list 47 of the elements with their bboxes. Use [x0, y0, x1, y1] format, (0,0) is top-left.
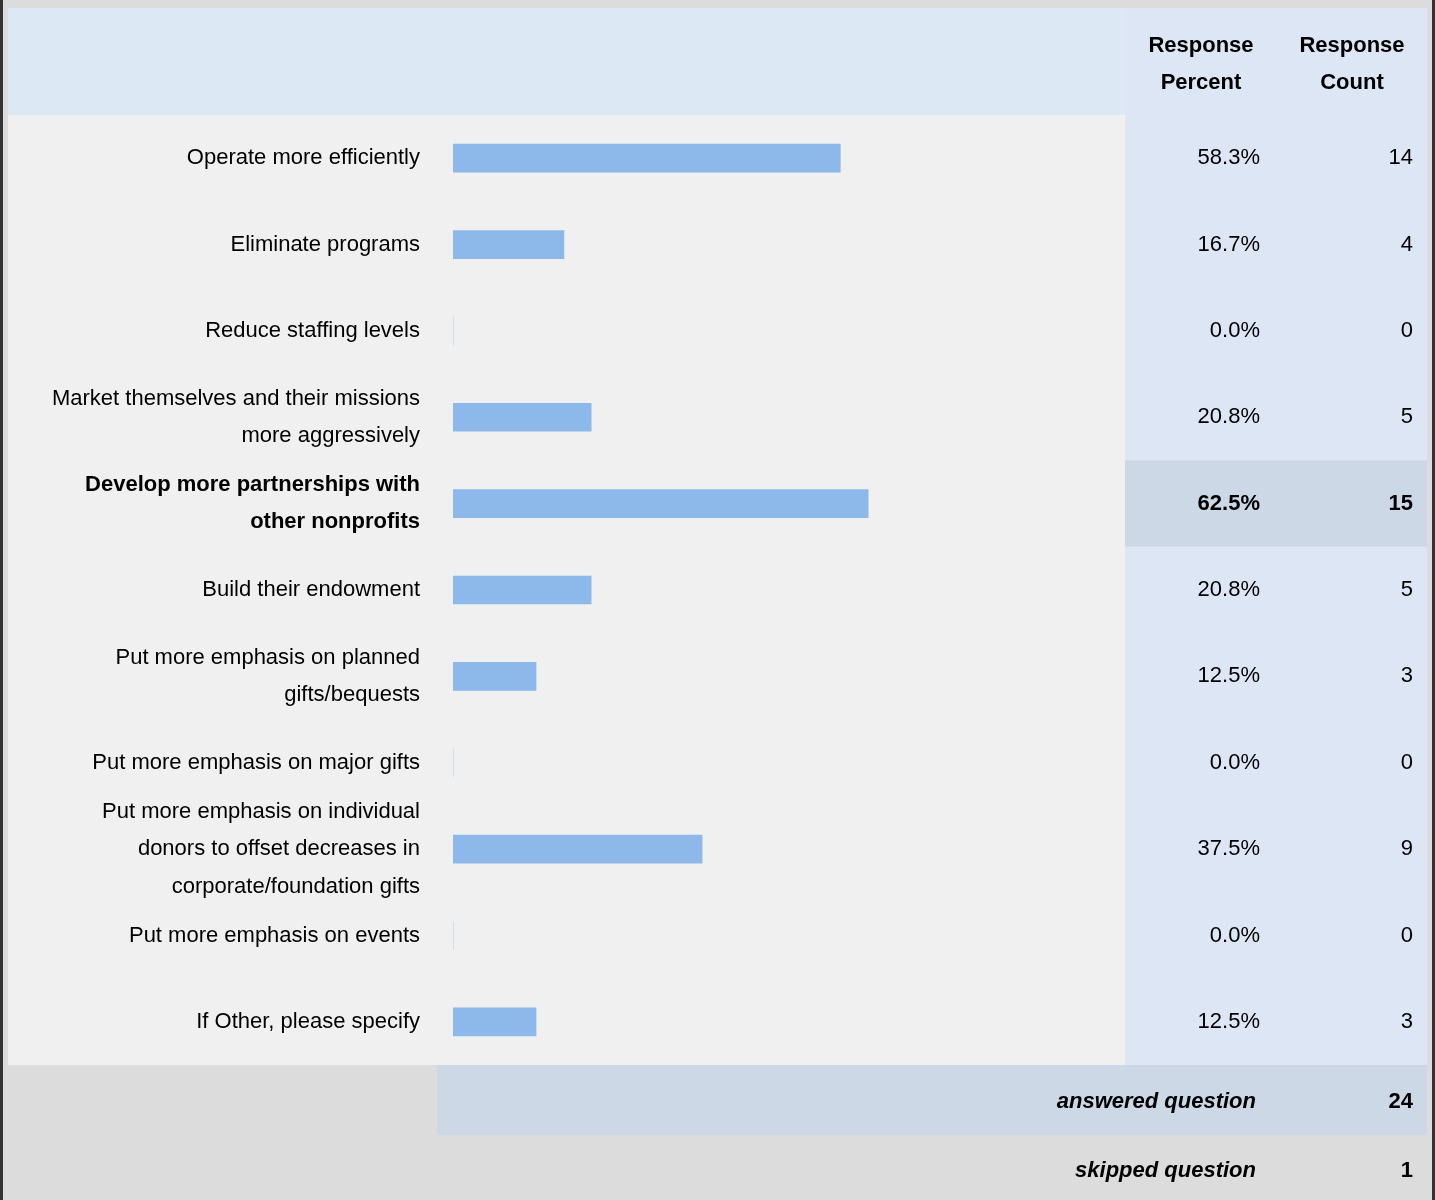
- data-label: 12.5%: [1197, 1007, 1260, 1033]
- y-tick-label: Put more emphasis on events: [128, 921, 420, 947]
- text: 5: [1400, 576, 1413, 602]
- text: 3: [1400, 1007, 1413, 1033]
- bar: [453, 489, 869, 518]
- bar: [453, 1007, 537, 1037]
- y-tick-label: Market themselves and their missions more aggressively: [51, 384, 420, 448]
- y-tick-label: Put more emphasis on individual donors to offset decreases in corporate/foundation gifts: [102, 797, 420, 898]
- text: 14: [1388, 144, 1413, 170]
- y-tick-label: If Other, please specify: [196, 1007, 420, 1033]
- data-label: 20.8%: [1197, 403, 1260, 429]
- y-tick-label: Reduce staffing levels: [205, 316, 420, 342]
- data-label: 58.3%: [1197, 144, 1260, 170]
- text: 0: [1400, 316, 1413, 342]
- y-tick-label: Operate more efficiently: [186, 144, 420, 170]
- text: 1: [1400, 1157, 1413, 1183]
- bar: [453, 834, 703, 864]
- text: 5: [1400, 403, 1413, 429]
- bar: [453, 230, 565, 259]
- text: 15: [1388, 489, 1413, 515]
- data-label: 0.0%: [1209, 316, 1260, 342]
- data-label: 16.7%: [1197, 230, 1260, 256]
- text: 0: [1400, 921, 1413, 947]
- text: 9: [1400, 835, 1413, 861]
- text: 3: [1400, 662, 1413, 688]
- bar: [453, 662, 537, 691]
- bar: [453, 575, 592, 605]
- y-tick-label: Put more emphasis on major gifts: [92, 748, 420, 774]
- text: skipped question: [1075, 1157, 1256, 1183]
- bar: [453, 143, 841, 173]
- data-label: 0.0%: [1209, 921, 1260, 947]
- y-tick-label: Eliminate programs: [230, 230, 420, 256]
- bar: [453, 402, 592, 432]
- text: 0: [1400, 748, 1413, 774]
- text: Response Percent: [1148, 32, 1254, 95]
- data-label: 12.5%: [1197, 662, 1260, 688]
- y-tick-label: Build their endowment: [202, 576, 420, 602]
- data-label: 37.5%: [1197, 835, 1260, 861]
- text: 24: [1388, 1088, 1414, 1114]
- data-label: 62.5%: [1197, 489, 1260, 515]
- y-tick-label: Put more emphasis on planned gifts/bequests: [115, 643, 420, 707]
- text: Response Count: [1299, 32, 1405, 95]
- text: answered question: [1056, 1088, 1256, 1114]
- y-tick-label: Develop more partnerships with other nonprofits: [85, 471, 420, 534]
- data-label: 20.8%: [1197, 576, 1260, 602]
- text: 4: [1400, 230, 1413, 256]
- data-label: 0.0%: [1209, 748, 1260, 774]
